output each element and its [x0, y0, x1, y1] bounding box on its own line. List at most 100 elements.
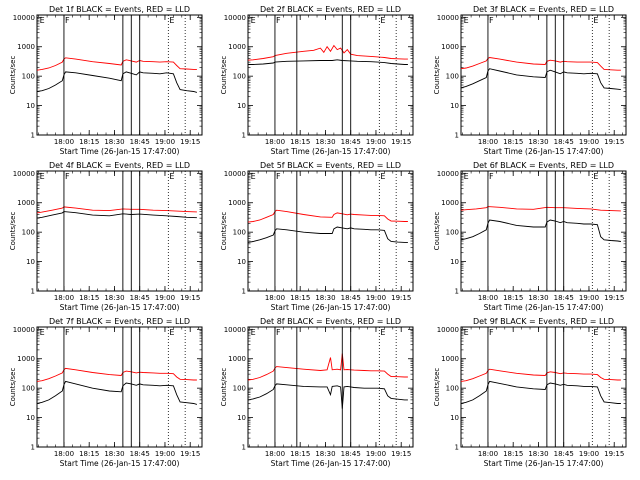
- y-axis-label: Counts/sec: [9, 56, 17, 95]
- x-tick-label: 18:00: [265, 294, 285, 302]
- y-tick-label: 10000: [224, 14, 246, 22]
- marker-label: E: [380, 172, 385, 181]
- y-tick-label: 10: [237, 414, 246, 422]
- x-tick-label: 18:15: [290, 294, 310, 302]
- y-tick-label: 1000: [17, 355, 35, 363]
- y-tick-label: 10: [450, 258, 459, 266]
- x-tick-label: 19:00: [155, 294, 175, 302]
- x-tick-label: 19:15: [604, 294, 624, 302]
- y-axis-label: Counts/sec: [433, 56, 441, 95]
- plot-frame: [247, 14, 414, 136]
- panel-1: Det 1f BLACK = Events, RED = LLD 1 10 100 10…: [9, 5, 203, 156]
- panel-title: Det 1f BLACK = Events, RED = LLD: [49, 5, 190, 14]
- x-tick-label: 19:00: [579, 138, 599, 146]
- x-tick-label: 18:15: [79, 138, 99, 146]
- x-tick-label: 19:15: [180, 450, 200, 458]
- x-tick-label: 18:30: [528, 294, 548, 302]
- x-tick-label: 18:45: [130, 138, 150, 146]
- panel-title: Det 2f BLACK = Events, RED = LLD: [260, 5, 401, 14]
- marker-label: E: [40, 328, 45, 337]
- panel-title: Det 4f BLACK = Events, RED = LLD: [49, 161, 190, 170]
- x-tick-label: 18:45: [130, 294, 150, 302]
- marker-label: E: [464, 328, 469, 337]
- y-tick-label: 1: [455, 288, 459, 296]
- x-tick-label: 18:45: [341, 138, 361, 146]
- marker-label: E: [251, 172, 256, 181]
- y-axis-label: Counts/sec: [220, 56, 228, 95]
- plot-frame: [247, 170, 414, 292]
- x-axis-label: Start Time (26-Jan-15 17:47:00): [271, 147, 391, 156]
- y-tick-label: 1: [31, 444, 35, 452]
- y-tick-label: 1000: [228, 199, 246, 207]
- y-tick-label: 1: [455, 444, 459, 452]
- y-tick-label: 10000: [224, 326, 246, 334]
- x-tick-label: 19:15: [391, 138, 411, 146]
- y-tick-label: 1000: [17, 199, 35, 207]
- marker-label: E: [380, 16, 385, 25]
- panel-title: Det 9f BLACK = Events, RED = LLD: [473, 317, 614, 326]
- events-series-line: [248, 226, 408, 243]
- events-series-line: [461, 68, 621, 91]
- marker-label: E: [251, 16, 256, 25]
- y-tick-label: 10: [26, 102, 35, 110]
- x-tick-label: 18:00: [265, 138, 285, 146]
- x-axis-label: Start Time (26-Jan-15 17:47:00): [271, 303, 391, 312]
- y-tick-label: 1000: [441, 199, 459, 207]
- y-tick-label: 10: [237, 258, 246, 266]
- marker-label: E: [169, 172, 174, 181]
- x-axis-label: Start Time (26-Jan-15 17:47:00): [60, 303, 180, 312]
- lld-series-line: [37, 367, 197, 382]
- x-tick-label: 18:15: [503, 294, 523, 302]
- plot-frame: [460, 326, 627, 448]
- lld-series-line: [461, 57, 621, 71]
- y-tick-label: 1000: [17, 43, 35, 51]
- marker-label: E: [464, 16, 469, 25]
- y-tick-label: 10000: [224, 170, 246, 178]
- x-tick-label: 19:15: [604, 450, 624, 458]
- panel-title: Det 8f BLACK = Events, RED = LLD: [260, 317, 401, 326]
- x-tick-label: 19:00: [579, 450, 599, 458]
- x-tick-label: 18:00: [54, 294, 74, 302]
- x-tick-label: 19:00: [366, 450, 386, 458]
- plot-frame: [460, 14, 627, 136]
- y-tick-label: 100: [233, 385, 246, 393]
- y-tick-label: 100: [22, 73, 35, 81]
- panel-2: Det 2f BLACK = Events, RED = LLD 1 10 100 10…: [220, 5, 414, 156]
- marker-label: E: [593, 172, 598, 181]
- plot-frame: [460, 170, 627, 292]
- y-axis-label: Counts/sec: [9, 212, 17, 251]
- y-axis-label: Counts/sec: [9, 368, 17, 407]
- lld-series-line: [461, 206, 621, 212]
- x-tick-label: 19:15: [604, 138, 624, 146]
- events-series-line: [248, 383, 408, 409]
- lld-series-line: [37, 206, 197, 214]
- x-tick-label: 18:30: [315, 450, 335, 458]
- events-series-line: [37, 380, 198, 405]
- lld-series-line: [248, 353, 408, 381]
- marker-label: F: [276, 172, 281, 181]
- x-tick-label: 19:00: [366, 138, 386, 146]
- x-tick-label: 18:30: [315, 138, 335, 146]
- y-tick-label: 10: [237, 102, 246, 110]
- x-tick-label: 18:30: [528, 138, 548, 146]
- y-tick-label: 100: [22, 229, 35, 237]
- y-tick-label: 100: [233, 229, 246, 237]
- marker-label: F: [489, 172, 494, 181]
- y-tick-label: 100: [446, 385, 459, 393]
- x-tick-label: 19:00: [579, 294, 599, 302]
- panel-title: Det 6f BLACK = Events, RED = LLD: [473, 161, 614, 170]
- x-tick-label: 19:00: [366, 294, 386, 302]
- lld-series-line: [248, 44, 408, 61]
- x-tick-label: 18:30: [104, 138, 124, 146]
- panel-3: Det 3f BLACK = Events, RED = LLD 1 10 100 10…: [433, 5, 627, 156]
- lld-series-line: [461, 368, 621, 382]
- plot-frame: [36, 170, 203, 292]
- marker-label: E: [40, 16, 45, 25]
- marker-label: E: [593, 16, 598, 25]
- panel-9: Det 9f BLACK = Events, RED = LLD 1 10 100 10…: [433, 317, 627, 468]
- y-tick-label: 10: [450, 414, 459, 422]
- y-axis-label: Counts/sec: [220, 212, 228, 251]
- x-tick-label: 18:45: [554, 138, 574, 146]
- x-axis-label: Start Time (26-Jan-15 17:47:00): [484, 303, 604, 312]
